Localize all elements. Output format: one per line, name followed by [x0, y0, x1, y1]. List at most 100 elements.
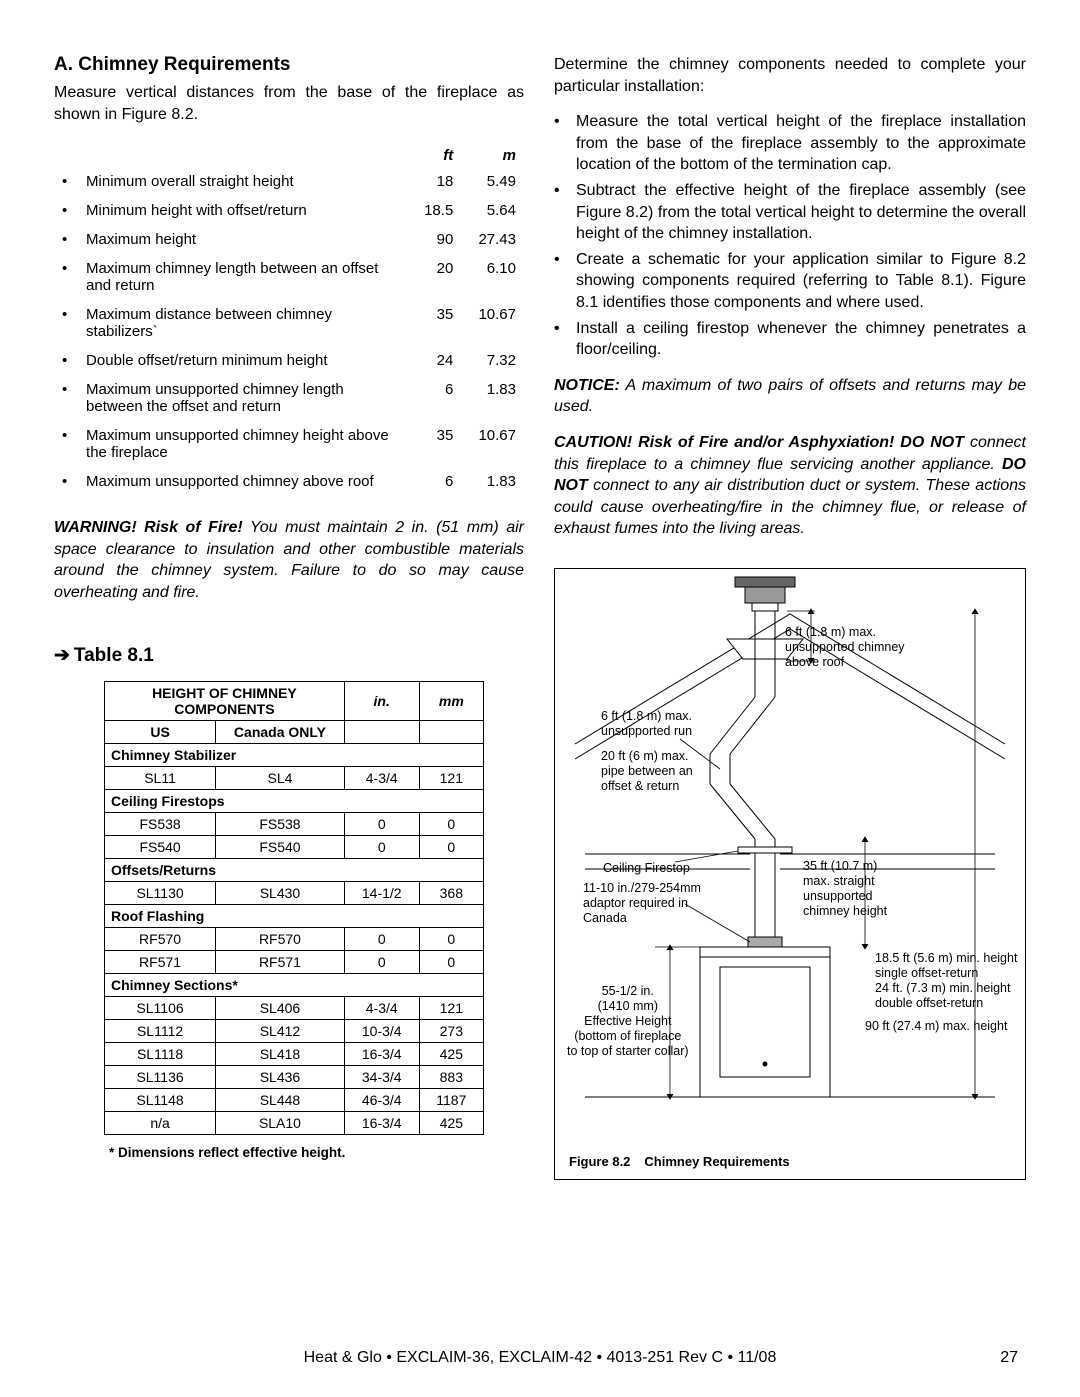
comp-row: RF571RF57100: [105, 950, 484, 973]
comp-group-header: Roof Flashing: [105, 904, 484, 927]
left-column: A. Chimney Requirements Measure vertical…: [54, 54, 524, 1180]
comp-us: SL1106: [105, 996, 216, 1019]
comp-in: 4-3/4: [344, 766, 419, 789]
comp-mm: 0: [419, 927, 483, 950]
measure-desc: Maximum unsupported chimney height above…: [80, 422, 398, 466]
measure-desc: Maximum unsupported chimney length betwe…: [80, 376, 398, 420]
comp-mm: 883: [419, 1065, 483, 1088]
col-ft: ft: [401, 145, 460, 166]
comp-header-in: in.: [344, 681, 419, 720]
comp-us: SL1136: [105, 1065, 216, 1088]
measure-m: 1.83: [461, 468, 522, 495]
comp-mm: 425: [419, 1111, 483, 1134]
comp-us: SL1118: [105, 1042, 216, 1065]
comp-in: 10-3/4: [344, 1019, 419, 1042]
fig-label-a: 6 ft (1.8 m) max.unsupported chimneyabov…: [785, 625, 905, 670]
comp-in: 16-3/4: [344, 1042, 419, 1065]
comp-in: 16-3/4: [344, 1111, 419, 1134]
caution-text: CAUTION! Risk of Fire and/or Asphyxiatio…: [554, 432, 1026, 540]
figure-caption: Figure 8.2Chimney Requirements: [569, 1154, 790, 1169]
page-number: 27: [1000, 1349, 1018, 1367]
table-8-1-label: Table 8.1: [74, 645, 154, 666]
measure-row: •Minimum overall straight height185.49: [56, 168, 522, 195]
comp-mm: 1187: [419, 1088, 483, 1111]
measure-desc: Minimum overall straight height: [80, 168, 398, 195]
comp-row: SL1136SL43634-3/4883: [105, 1065, 484, 1088]
measure-m: 27.43: [461, 226, 522, 253]
measure-ft: 24: [401, 347, 460, 374]
fig-label-g: 35 ft (10.7 m)max. straightunsupportedch…: [803, 859, 887, 919]
comp-mm: 121: [419, 766, 483, 789]
measure-row: •Maximum unsupported chimney above roof6…: [56, 468, 522, 495]
comp-us: FS540: [105, 835, 216, 858]
comp-ca: RF570: [216, 927, 345, 950]
comp-row: SL1148SL44846-3/41187: [105, 1088, 484, 1111]
measure-m: 10.67: [461, 422, 522, 466]
measure-row: •Maximum chimney length between an offse…: [56, 255, 522, 299]
right-intro: Determine the chimney components needed …: [554, 54, 1026, 97]
comp-group-header: Chimney Stabilizer: [105, 743, 484, 766]
comp-mm: 273: [419, 1019, 483, 1042]
measure-desc: Maximum height: [80, 226, 398, 253]
comp-sub-us: US: [105, 720, 216, 743]
intro-paragraph: Measure vertical distances from the base…: [54, 82, 524, 125]
comp-us: SL1112: [105, 1019, 216, 1042]
comp-group-header: Offsets/Returns: [105, 858, 484, 881]
measure-row: •Maximum unsupported chimney length betw…: [56, 376, 522, 420]
comp-ca: SL436: [216, 1065, 345, 1088]
notice-text: NOTICE: A maximum of two pairs of offset…: [554, 375, 1026, 418]
measure-desc: Maximum distance between chimney stabili…: [80, 301, 398, 345]
comp-ca: SL412: [216, 1019, 345, 1042]
comp-in: 0: [344, 950, 419, 973]
measure-ft: 6: [401, 376, 460, 420]
comp-ca: FS540: [216, 835, 345, 858]
chimney-requirements-heading: A. Chimney Requirements: [54, 54, 524, 76]
comp-row: SL1130SL43014-1/2368: [105, 881, 484, 904]
measure-m: 7.32: [461, 347, 522, 374]
comp-ca: SL448: [216, 1088, 345, 1111]
instruction-item: Create a schematic for your application …: [576, 249, 1026, 314]
comp-row: SL11SL44-3/4121: [105, 766, 484, 789]
comp-us: SL1130: [105, 881, 216, 904]
comp-ca: SL406: [216, 996, 345, 1019]
comp-row: SL1112SL41210-3/4273: [105, 1019, 484, 1042]
warning-lead: WARNING! Risk of Fire!: [54, 519, 243, 536]
caution-lead: CAUTION! Risk of Fire and/or Asphyxiatio…: [554, 434, 964, 451]
fig-label-d: Ceiling Firestop: [603, 861, 690, 876]
arrow-icon: ➔: [54, 645, 70, 666]
instruction-item: Subtract the effective height of the fir…: [576, 180, 1026, 245]
comp-header-mm: mm: [419, 681, 483, 720]
comp-ca: SL4: [216, 766, 345, 789]
measure-desc: Maximum chimney length between an offset…: [80, 255, 398, 299]
fig-label-b: 6 ft (1.8 m) max.unsupported run: [601, 709, 692, 739]
measure-row: •Maximum distance between chimney stabil…: [56, 301, 522, 345]
comp-ca: SL418: [216, 1042, 345, 1065]
measure-row: •Maximum unsupported chimney height abov…: [56, 422, 522, 466]
comp-mm: 368: [419, 881, 483, 904]
right-column: Determine the chimney components needed …: [554, 54, 1026, 1180]
col-m: m: [461, 145, 522, 166]
comp-mm: 0: [419, 812, 483, 835]
comp-ca: SLA10: [216, 1111, 345, 1134]
comp-in: 0: [344, 927, 419, 950]
page-footer: Heat & Glo • EXCLAIM-36, EXCLAIM-42 • 40…: [0, 1349, 1080, 1367]
comp-us: SL11: [105, 766, 216, 789]
fig-label-e: 11-10 in./279-254mmadaptor required inCa…: [583, 881, 701, 926]
comp-in: 0: [344, 812, 419, 835]
measure-m: 5.64: [461, 197, 522, 224]
figure-8-2: 6 ft (1.8 m) max.unsupported chimneyabov…: [554, 568, 1026, 1180]
comp-row: FS538FS53800: [105, 812, 484, 835]
caution-body: connect to any air distribution duct or …: [554, 477, 1026, 537]
comp-in: 46-3/4: [344, 1088, 419, 1111]
measure-m: 6.10: [461, 255, 522, 299]
comp-group-header: Chimney Sections*: [105, 973, 484, 996]
comp-us: FS538: [105, 812, 216, 835]
comp-in: 14-1/2: [344, 881, 419, 904]
fig-label-c: 20 ft (6 m) max.pipe between anoffset & …: [601, 749, 693, 794]
fig-label-f: 55-1/2 in.(1410 mm)Effective Height(bott…: [567, 984, 689, 1059]
comp-group-header: Ceiling Firestops: [105, 789, 484, 812]
table-footnote: * Dimensions reflect effective height.: [109, 1145, 524, 1160]
measure-row: •Minimum height with offset/return18.55.…: [56, 197, 522, 224]
warning-text: WARNING! Risk of Fire! You must maintain…: [54, 517, 524, 603]
comp-sub-ca: Canada ONLY: [216, 720, 345, 743]
